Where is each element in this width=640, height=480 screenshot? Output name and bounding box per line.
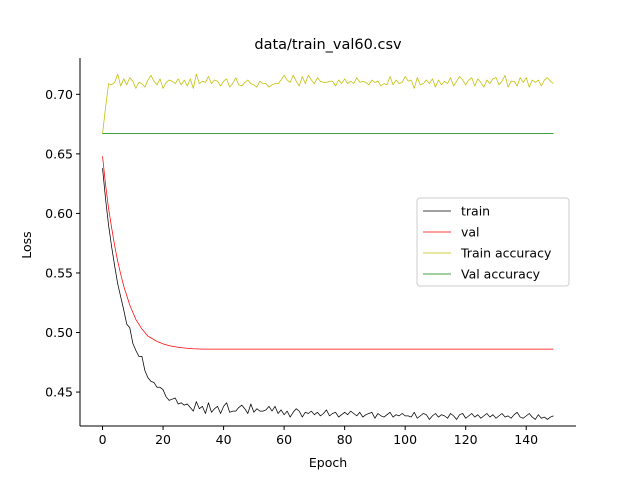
- x-tick-label: 120: [454, 432, 478, 447]
- x-tick-label: 60: [276, 432, 292, 447]
- legend: train val Train accuracy Val accuracy: [416, 197, 570, 287]
- x-axis-label: Epoch: [309, 455, 347, 470]
- y-tick-label: 0.65: [45, 146, 73, 161]
- legend-label-val-accuracy: Val accuracy: [461, 267, 541, 282]
- x-tick-label: 100: [393, 432, 417, 447]
- plot-area: [102, 73, 554, 420]
- legend-label-train-accuracy: Train accuracy: [460, 246, 552, 261]
- y-axis-ticks: 0.45 0.50 0.55 0.60 0.65 0.70: [45, 87, 80, 400]
- chart-title: data/train_val60.csv: [254, 37, 402, 53]
- x-tick-label: 0: [99, 432, 107, 447]
- x-axis-ticks: 0 20 40 60 80 100 120 140: [99, 426, 538, 447]
- series-line-train: [102, 168, 554, 420]
- y-axis-label: Loss: [19, 231, 34, 258]
- x-tick-label: 20: [155, 432, 171, 447]
- x-tick-label: 40: [216, 432, 232, 447]
- legend-label-train: train: [461, 204, 490, 219]
- y-tick-label: 0.45: [45, 385, 73, 400]
- y-tick-label: 0.55: [45, 265, 73, 280]
- series-line-val: [102, 156, 554, 350]
- x-tick-label: 140: [514, 432, 538, 447]
- legend-box: [416, 197, 570, 287]
- y-tick-label: 0.60: [45, 206, 73, 221]
- x-tick-label: 80: [337, 432, 353, 447]
- legend-label-val: val: [461, 225, 480, 240]
- y-tick-label: 0.70: [45, 87, 73, 102]
- series-line-train-accuracy: [102, 73, 554, 134]
- y-tick-label: 0.50: [45, 325, 73, 340]
